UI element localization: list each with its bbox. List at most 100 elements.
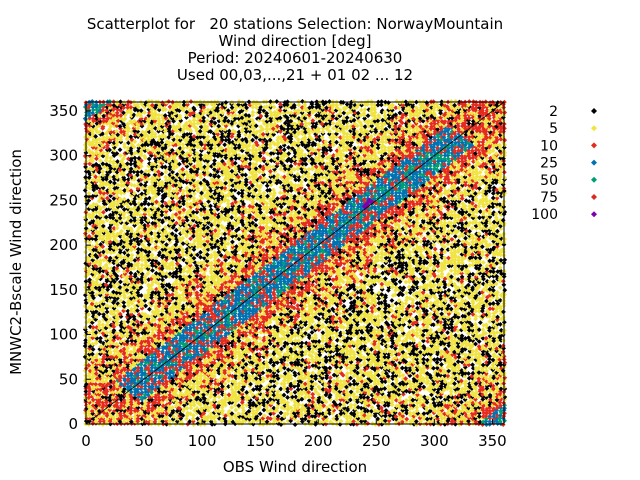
data-point [93, 220, 99, 226]
data-point [90, 142, 96, 148]
data-point [87, 277, 93, 283]
data-point [100, 236, 106, 242]
data-point [82, 142, 88, 148]
data-point [119, 183, 124, 189]
data-point [98, 228, 103, 234]
data-point [108, 273, 114, 279]
data-point [86, 244, 92, 249]
data-point [107, 246, 113, 252]
data-point [115, 416, 121, 422]
data-point [101, 397, 107, 403]
data-point [117, 411, 123, 416]
data-point [118, 134, 124, 140]
data-point [90, 403, 96, 408]
data-point [86, 295, 92, 300]
data-point [117, 153, 123, 159]
data-point [100, 330, 106, 336]
data-point [107, 182, 113, 188]
data-point [91, 137, 97, 143]
data-point [229, 405, 235, 410]
data-point [93, 236, 99, 242]
data-point [104, 295, 109, 301]
data-point [118, 129, 124, 135]
data-point [107, 137, 113, 143]
data-point [104, 303, 110, 308]
data-point [94, 102, 99, 108]
data-point [105, 199, 110, 205]
data-point [103, 335, 109, 341]
data-point [98, 196, 103, 202]
data-point [119, 238, 125, 244]
data-point [93, 271, 99, 277]
data-point [114, 225, 120, 231]
data-point [107, 163, 112, 169]
data-point [93, 145, 99, 151]
data-point [114, 330, 120, 336]
data-point [100, 124, 106, 130]
data-point [96, 163, 102, 169]
data-point [115, 199, 121, 204]
data-point [104, 135, 110, 140]
data-point [118, 351, 123, 357]
data-point [110, 212, 116, 217]
data-point [117, 357, 123, 363]
data-point [118, 279, 123, 285]
data-point [112, 271, 118, 277]
data-point [118, 405, 124, 411]
data-point [93, 247, 99, 253]
data-point [83, 332, 88, 338]
data-point [111, 168, 117, 174]
data-point [111, 391, 117, 397]
data-point [90, 193, 96, 199]
data-point [93, 381, 99, 387]
data-point [86, 110, 92, 116]
data-point [97, 210, 102, 216]
data-point [94, 386, 100, 392]
data-point [100, 286, 106, 292]
data-point [96, 274, 102, 280]
data-point [104, 236, 110, 241]
data-point [90, 329, 96, 335]
data-point [149, 99, 155, 104]
data-point [111, 379, 117, 384]
data-point [100, 359, 106, 365]
data-point [111, 420, 117, 426]
data-point [84, 128, 90, 134]
data-point [119, 245, 124, 250]
data-point [89, 244, 95, 249]
data-point [111, 174, 117, 180]
data-point [105, 109, 110, 115]
data-point [118, 413, 124, 419]
data-point [93, 365, 99, 370]
data-point [87, 338, 92, 343]
data-point [111, 196, 117, 202]
data-point [90, 354, 96, 360]
data-point [115, 182, 121, 188]
data-point [86, 341, 92, 346]
data-point [90, 254, 96, 260]
data-point [90, 107, 96, 113]
data-point [115, 159, 120, 164]
data-point [115, 370, 121, 375]
data-point [86, 271, 92, 277]
data-point [114, 244, 119, 250]
data-point [97, 396, 103, 402]
data-point [107, 147, 113, 153]
data-point [111, 335, 117, 340]
data-point [115, 107, 120, 112]
data-point [84, 112, 89, 118]
data-point [100, 268, 106, 274]
data-point [82, 292, 88, 298]
data-point [110, 132, 116, 137]
data-point [97, 188, 103, 194]
data-point [98, 348, 103, 354]
data-point [107, 169, 113, 175]
chart-title-line-2: Wind direction [deg] [218, 32, 372, 50]
data-point [97, 271, 102, 277]
data-point [93, 263, 99, 269]
data-point [114, 410, 120, 416]
data-point [111, 244, 117, 250]
data-point [107, 185, 113, 191]
data-point [97, 113, 102, 119]
data-point [111, 328, 117, 333]
